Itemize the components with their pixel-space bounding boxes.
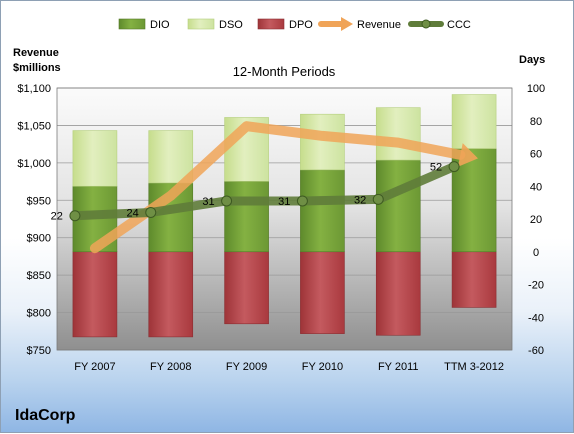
legend-swatch-dso [187,18,215,30]
bar-dso [148,130,194,184]
bar-dpo [451,251,497,308]
legend-label-dso: DSO [219,19,243,31]
right-tick-label: 60 [530,149,542,161]
bar-dio [300,169,345,253]
left-axis-title-line2: $millions [13,62,61,74]
bar-dio [224,181,269,253]
left-tick-label: $1,000 [17,158,51,170]
bar-dpo [375,251,421,336]
ccc-data-label: 52 [430,162,442,174]
right-tick-label: 20 [530,214,542,226]
left-tick-label: $1,050 [17,120,51,132]
revenue-line [89,121,466,254]
right-axis-title: Days [519,54,545,66]
category-label: FY 2009 [226,361,267,373]
ccc-line [70,162,459,221]
legend-label-revenue: Revenue [357,19,401,31]
category-label: FY 2008 [150,361,191,373]
bar-dso [375,107,421,161]
ccc-data-label: 31 [202,196,214,208]
left-tick-label: $900 [27,233,51,245]
right-tick-label: 40 [530,181,542,193]
bar-dio [375,159,421,253]
legend-swatch-ccc-marker [421,19,431,29]
revenue-arrowhead [458,143,478,167]
legend-swatch-dpo [257,18,285,30]
bar-dpo [300,251,345,334]
legend-swatch-dio [118,18,146,30]
left-tick-label: $950 [27,195,51,207]
ccc-point [296,195,308,207]
chart-title: 12-Month Periods [233,64,336,79]
ccc-point [448,161,460,173]
legend-swatch-revenue-head [341,17,353,31]
legend-label-dio: DIO [150,19,170,31]
ccc-point [69,210,81,222]
bar-dpo [72,251,118,338]
ccc-data-label: 32 [354,194,366,206]
bar-dpo [224,251,269,325]
right-tick-label: -40 [528,312,544,324]
category-label: TTM 3-2012 [444,361,504,373]
category-label: FY 2011 [378,361,419,373]
legend-label-ccc: CCC [447,19,471,31]
company-name: IdaCorp [15,407,76,424]
plot-border [56,87,513,351]
ccc-point [221,195,233,207]
right-tick-label: 0 [533,247,539,259]
left-tick-label: $1,100 [17,83,51,95]
left-tick-label: $750 [27,345,51,357]
left-tick-label: $850 [27,270,51,282]
ccc-data-label: 24 [127,207,139,219]
right-tick-label: -60 [528,345,544,357]
bar-dso [451,94,497,149]
ccc-point [145,206,157,218]
left-axis-title-line1: Revenue [13,47,59,59]
left-tick-label: $800 [27,308,51,320]
bar-dso [72,130,118,187]
category-label: FY 2010 [302,361,343,373]
right-tick-label: 100 [527,83,545,95]
right-tick-label: -20 [528,280,544,292]
category-label: FY 2007 [74,361,115,373]
ccc-point [372,193,384,205]
bar-dpo [148,251,194,338]
legend-label-dpo: DPO [289,19,313,31]
right-tick-label: 80 [530,116,542,128]
ccc-data-label: 31 [278,196,290,208]
